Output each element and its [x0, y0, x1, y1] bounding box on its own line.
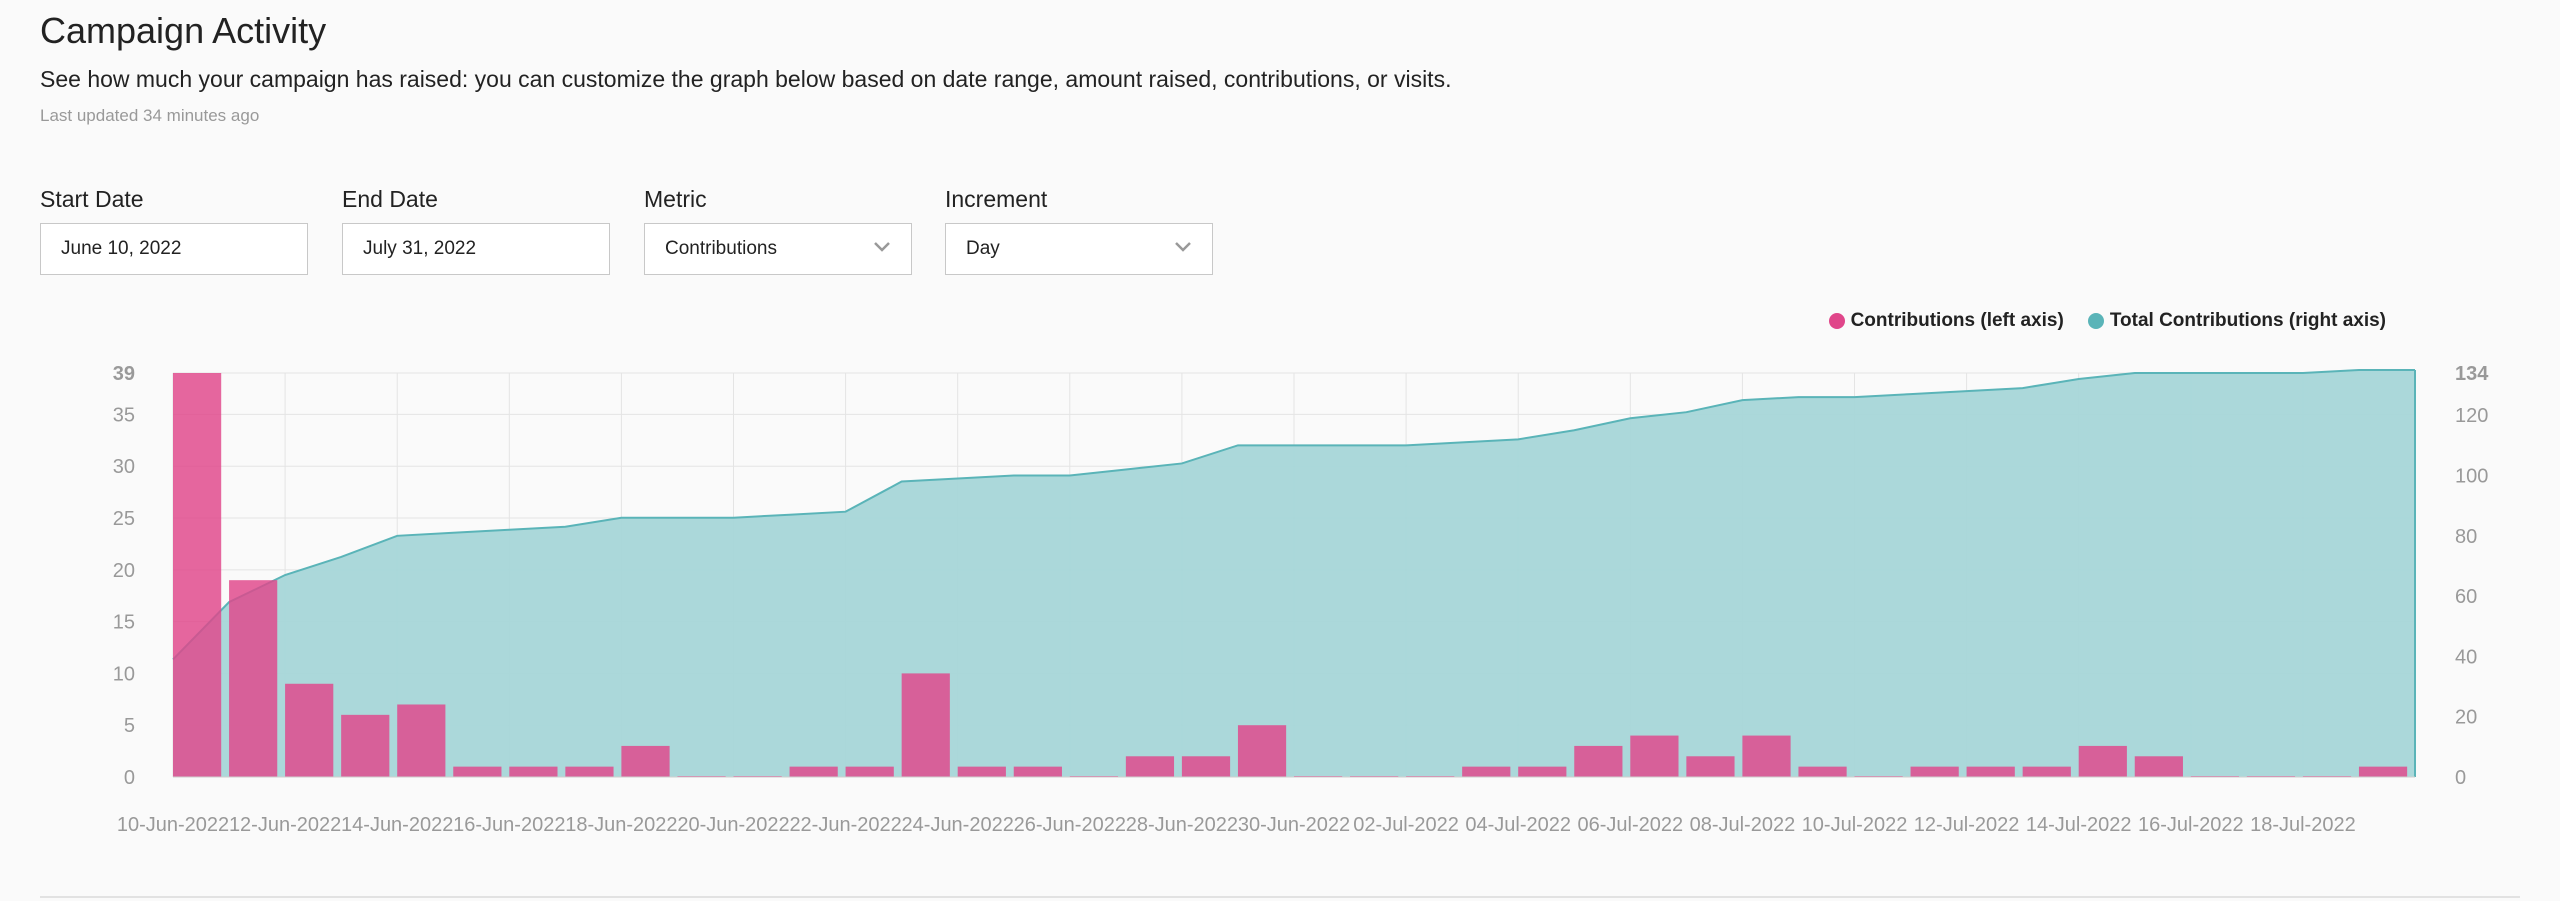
bar-contributions [1742, 735, 1791, 777]
left-axis-tick-label: 35 [113, 404, 135, 426]
last-updated-text: Last updated 34 minutes ago [40, 106, 260, 125]
metric-select[interactable]: Contributions [644, 223, 912, 275]
left-axis-tick-label: 30 [113, 456, 135, 478]
bar-contributions [1574, 745, 1623, 777]
increment-select[interactable]: Day [945, 223, 1213, 275]
start-date-label: Start Date [40, 186, 144, 212]
bar-contributions [2022, 766, 2071, 777]
left-axis-tick-label: 25 [113, 508, 135, 530]
bar-contributions [565, 766, 614, 777]
right-axis-tick-label: 134 [2455, 363, 2489, 385]
bar-contributions [621, 745, 670, 777]
x-axis-tick-label: 30-Jun-2022 [1238, 814, 1350, 836]
chevron-down-icon [1175, 242, 1191, 252]
x-axis-tick-label: 24-Jun-2022 [902, 814, 1014, 836]
contributions-chart: 0 5 10 15 20 25 30 35 39 0 20 40 60 80 100 120 134 10-Jun… [113, 363, 2489, 836]
x-axis-tick-label: 14-Jul-2022 [2026, 814, 2132, 836]
legend-item-total[interactable]: Total Contributions (right axis) [2087, 310, 2386, 332]
right-axis-tick-label: 100 [2455, 466, 2488, 488]
x-axis-tick-label: 10-Jun-2022 [117, 814, 229, 836]
bar-contributions [1966, 766, 2015, 777]
x-axis-tick-label: 02-Jul-2022 [1353, 814, 1459, 836]
bar-contributions [285, 683, 334, 777]
legend-label-total: Total Contributions (right axis) [2109, 310, 2386, 331]
end-date-label: End Date [342, 186, 438, 212]
bar-contributions [173, 373, 222, 777]
divider [40, 896, 2520, 898]
right-axis-tick-label: 40 [2455, 646, 2477, 668]
bar-contributions [397, 704, 446, 777]
right-axis-tick-label: 20 [2455, 707, 2477, 729]
legend-label-contributions: Contributions (left axis) [1850, 310, 2064, 331]
x-axis-tick-label: 16-Jun-2022 [453, 814, 565, 836]
x-axis-tick-label: 04-Jul-2022 [1465, 814, 1571, 836]
legend-dot-total [2087, 313, 2104, 329]
legend-dot-contributions [1828, 313, 1845, 329]
increment-field: Increment Day [945, 186, 1213, 275]
bar-contributions [453, 766, 502, 777]
metric-label: Metric [644, 186, 707, 212]
right-axis-tick-label: 0 [2455, 767, 2466, 789]
legend-item-contributions[interactable]: Contributions (left axis) [1828, 310, 2064, 332]
page-title: Campaign Activity [40, 10, 327, 51]
metric-value: Contributions [665, 238, 777, 259]
series-area-total-contributions [173, 369, 2415, 777]
left-axis-tick-label: 10 [113, 663, 135, 685]
bar-contributions [845, 766, 894, 777]
bar-contributions [229, 580, 278, 777]
x-axis-tick-label: 12-Jun-2022 [229, 814, 341, 836]
x-axis-tick-label: 10-Jul-2022 [1802, 814, 1908, 836]
x-axis-tick-label: 16-Jul-2022 [2138, 814, 2244, 836]
start-date-input[interactable]: June 10, 2022 [40, 223, 308, 275]
left-axis-tick-label: 0 [124, 767, 135, 789]
x-axis-tick-label: 06-Jul-2022 [1577, 814, 1683, 836]
chart-legend: Contributions (left axis) Total Contribu… [1828, 310, 2386, 332]
left-axis-tick-label: 39 [113, 363, 135, 385]
bar-contributions [901, 673, 950, 777]
bar-contributions [1686, 756, 1735, 777]
chevron-down-icon [874, 242, 890, 252]
bar-contributions [341, 714, 390, 777]
increment-value: Day [966, 238, 1000, 259]
series-line-total-contributions [172, 368, 2415, 661]
bar-contributions [1125, 756, 1175, 777]
x-axis-tick-label: 18-Jul-2022 [2250, 814, 2356, 836]
bar-contributions [957, 766, 1006, 777]
x-axis-tick-label: 14-Jun-2022 [341, 814, 453, 836]
bar-contributions [509, 766, 558, 777]
x-axis-tick-label: 22-Jun-2022 [789, 814, 901, 836]
page-description: See how much your campaign has raised: y… [40, 66, 1452, 92]
bar-contributions [1013, 766, 1062, 777]
start-date-value: June 10, 2022 [61, 238, 182, 259]
bar-contributions [1181, 756, 1231, 777]
right-axis-tick-label: 120 [2455, 405, 2488, 427]
x-axis-tick-label: 12-Jul-2022 [1914, 814, 2020, 836]
bar-contributions [1630, 735, 1679, 777]
x-axis-tick-label: 20-Jun-2022 [677, 814, 789, 836]
bar-contributions [1910, 766, 1959, 777]
increment-label: Increment [945, 186, 1048, 212]
right-axis-tick-label: 60 [2455, 586, 2477, 608]
left-axis-tick-label: 20 [113, 560, 135, 582]
x-axis-tick-label: 18-Jun-2022 [565, 814, 677, 836]
x-axis-tick-label: 26-Jun-2022 [1014, 814, 1126, 836]
start-date-field: Start Date June 10, 2022 [40, 186, 308, 275]
bar-contributions [1518, 766, 1567, 777]
bar-contributions [1237, 725, 1287, 777]
bar-contributions [1462, 766, 1511, 777]
end-date-field: End Date July 31, 2022 [342, 186, 610, 275]
bar-contributions [789, 766, 838, 777]
right-axis-tick-label: 80 [2455, 526, 2477, 548]
left-axis-tick-label: 5 [124, 715, 135, 737]
bar-contributions [2134, 756, 2183, 777]
x-axis-tick-label: 28-Jun-2022 [1126, 814, 1238, 836]
x-axis-tick-label: 08-Jul-2022 [1690, 814, 1796, 836]
bar-contributions [2358, 766, 2408, 777]
bar-contributions [1798, 766, 1847, 777]
end-date-value: July 31, 2022 [363, 238, 477, 259]
left-axis-tick-label: 15 [113, 612, 135, 634]
bar-contributions [2078, 745, 2127, 777]
metric-field: Metric Contributions [644, 186, 912, 275]
end-date-input[interactable]: July 31, 2022 [342, 223, 610, 275]
